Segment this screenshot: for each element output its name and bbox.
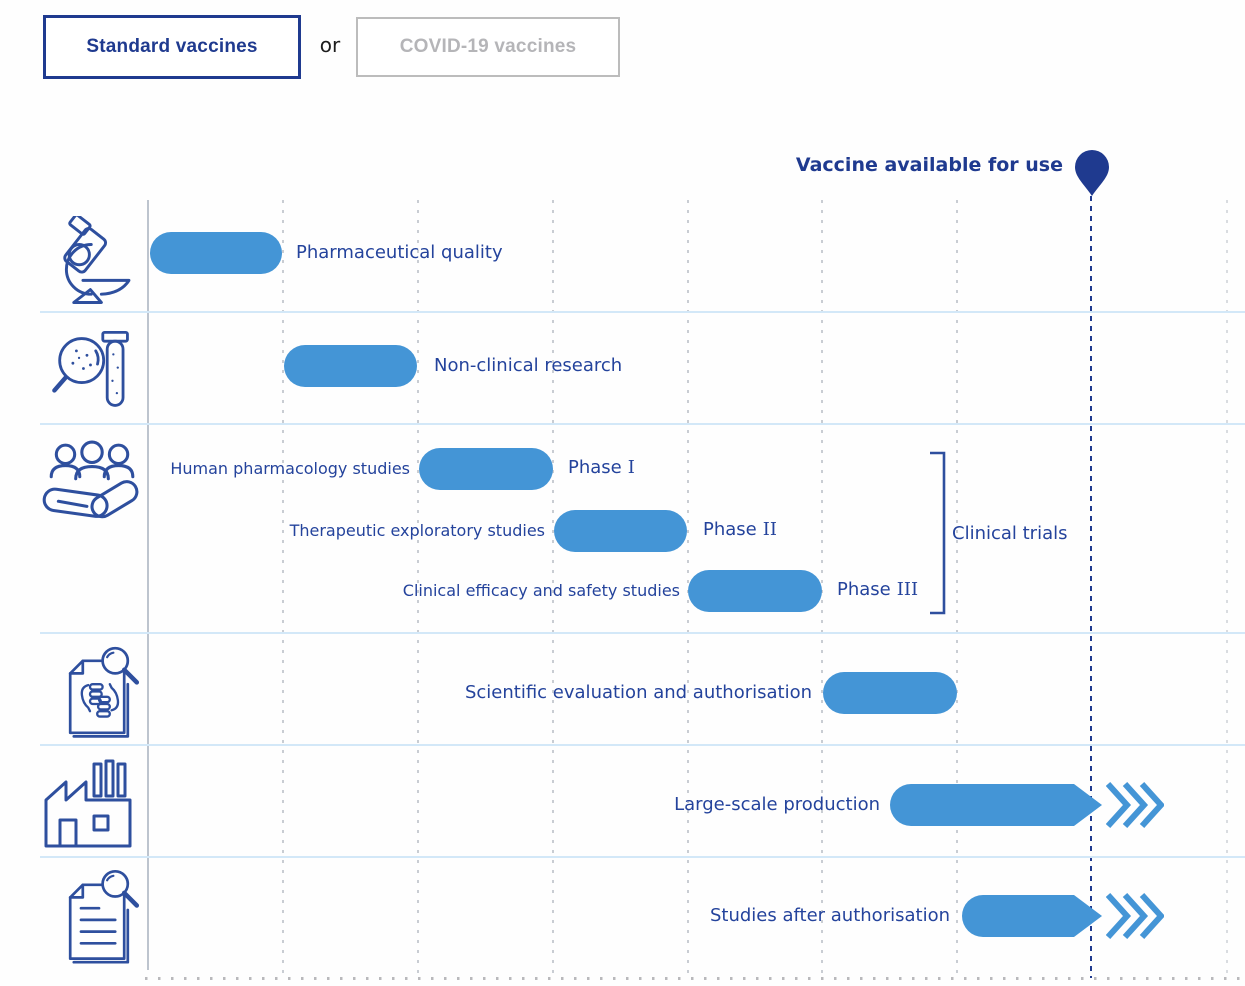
people-icon <box>40 438 142 540</box>
row-label: Studies after authorisation <box>709 905 950 926</box>
vertical-gridline <box>552 200 554 978</box>
availability-dashed-line <box>1090 196 1092 978</box>
row-label: Non-clinical research <box>434 355 623 376</box>
continuation-chevrons-icon <box>1105 781 1166 832</box>
sub-row-label: Human pharmacology studies <box>170 459 410 478</box>
factory-icon <box>36 758 140 848</box>
row-label: Pharmaceutical quality <box>296 242 503 263</box>
microscope-icon <box>48 216 140 308</box>
row-separator <box>40 744 1245 746</box>
bottom-dotted-line <box>145 977 1245 980</box>
bar-studies-after-authorisation <box>962 895 1102 941</box>
row-label: Scientific evaluation and authorisation <box>464 682 812 703</box>
document-report-icon <box>54 868 144 970</box>
magnifier-testtube-icon <box>50 328 138 416</box>
covid19-vaccines-button[interactable]: COVID-19 vaccines <box>356 17 620 77</box>
row-separator <box>40 423 1245 425</box>
vertical-gridline <box>956 200 958 978</box>
clinical-trials-label: Clinical trials <box>952 523 1068 544</box>
bar-phase-1 <box>419 448 553 490</box>
continuation-chevrons-icon <box>1105 892 1166 943</box>
row-separator <box>40 856 1245 858</box>
bar-phase-3 <box>688 570 822 612</box>
bar-pharmaceutical-quality <box>150 232 282 274</box>
vertical-gridline <box>1226 200 1228 978</box>
clinical-trials-bracket <box>928 451 948 619</box>
vertical-gridline <box>821 200 823 978</box>
or-label: or <box>319 33 341 57</box>
map-pin-icon <box>1073 148 1111 202</box>
phase-3-label: Phase III <box>837 579 919 600</box>
vertical-gridline <box>282 200 284 978</box>
vaccine-available-label: Vaccine available for use <box>795 154 1063 176</box>
phase-1-label: Phase I <box>568 457 635 478</box>
bar-scientific-evaluation <box>823 672 957 714</box>
row-separator <box>40 311 1245 313</box>
timeline-axis-line <box>147 200 149 970</box>
document-review-icon <box>54 646 144 744</box>
sub-row-label: Clinical efficacy and safety studies <box>402 581 680 600</box>
row-separator <box>40 632 1245 634</box>
bar-non-clinical-research <box>284 345 417 387</box>
bar-large-scale-production <box>890 784 1102 830</box>
standard-vaccines-button[interactable]: Standard vaccines <box>43 15 301 79</box>
row-label: Large-scale production <box>674 794 880 815</box>
vertical-gridline <box>417 200 419 978</box>
sub-row-label: Therapeutic exploratory studies <box>289 521 545 540</box>
phase-2-label: Phase II <box>703 519 777 540</box>
bar-phase-2 <box>554 510 687 552</box>
